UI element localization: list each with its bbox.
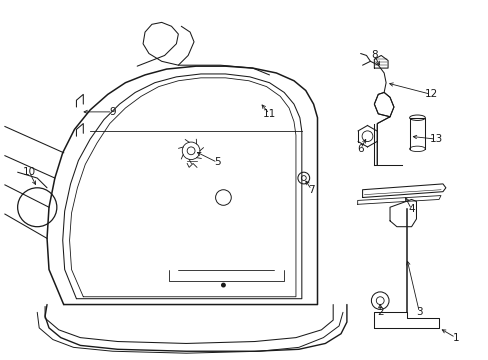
- Text: 6: 6: [357, 144, 363, 154]
- Text: 3: 3: [415, 307, 422, 317]
- Text: 10: 10: [23, 167, 36, 177]
- Text: 8: 8: [370, 50, 377, 60]
- Circle shape: [221, 283, 225, 288]
- Text: 9: 9: [109, 107, 116, 117]
- Text: 13: 13: [428, 134, 442, 144]
- Text: 7: 7: [308, 185, 314, 195]
- Text: 11: 11: [263, 109, 276, 119]
- Text: 4: 4: [407, 204, 414, 214]
- Text: 12: 12: [424, 89, 437, 99]
- Text: 2: 2: [376, 307, 383, 317]
- Text: 5: 5: [214, 157, 221, 167]
- Text: 1: 1: [451, 333, 458, 343]
